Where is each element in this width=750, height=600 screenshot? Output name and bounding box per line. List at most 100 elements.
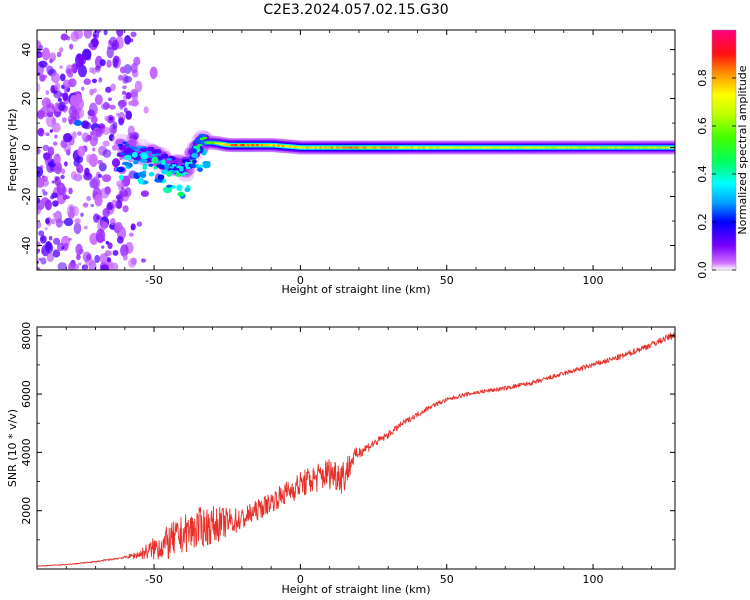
noise-blob: [42, 132, 46, 135]
noise-blob: [68, 78, 77, 88]
noise-blob: [105, 86, 112, 93]
noise-blob: [101, 126, 111, 135]
noise-blob: [47, 146, 55, 156]
noise-blob: [75, 243, 83, 256]
noise-blob: [52, 212, 56, 218]
noise-blob: [45, 90, 50, 96]
noise-blob: [76, 163, 84, 174]
noise-blob: [103, 30, 108, 36]
noise-blob: [128, 232, 134, 237]
noise-blob: [42, 152, 51, 160]
noise-blob: [71, 131, 77, 139]
y-tick-label: 2000: [20, 497, 33, 525]
noise-blob: [53, 141, 58, 146]
noise-blob: [92, 30, 100, 40]
noise-blob: [102, 101, 110, 111]
transition-blob: [137, 171, 145, 177]
noise-blob: [114, 221, 123, 232]
spectrogram-y-axis-label: Frequency (Hz): [6, 109, 19, 192]
noise-blob: [116, 30, 124, 37]
noise-blob: [116, 112, 120, 117]
x-tick-label: -50: [145, 573, 163, 586]
noise-blob: [42, 144, 50, 152]
noise-blob: [52, 237, 61, 245]
noise-blob: [69, 94, 79, 108]
noise-blob: [149, 66, 158, 79]
noise-blob: [37, 267, 41, 270]
transition-blob: [116, 166, 125, 173]
noise-blob: [41, 244, 50, 257]
noise-blob: [87, 115, 92, 120]
noise-blob: [92, 88, 97, 94]
noise-blob: [62, 92, 69, 101]
noise-blob: [70, 171, 78, 180]
noise-blob: [91, 238, 97, 246]
noise-blob: [61, 168, 66, 175]
noise-blob: [119, 100, 128, 108]
noise-blob: [57, 262, 67, 270]
noise-blob: [119, 66, 127, 74]
transition-blob: [148, 171, 155, 177]
snr-plot-area: [37, 327, 675, 569]
noise-blob: [99, 253, 109, 264]
transition-blob: [191, 152, 199, 159]
y-tick-label: -40: [20, 237, 33, 255]
transition-blob: [137, 177, 144, 184]
x-tick-label: 0: [297, 274, 304, 287]
spectral-ridge: [111, 130, 675, 199]
noise-blob: [130, 62, 138, 74]
noise-blob: [136, 221, 143, 227]
transition-blob: [164, 163, 169, 171]
colorbar-tick-label: 0.6: [696, 117, 709, 135]
transition-blob: [124, 154, 132, 161]
noise-blob: [83, 121, 92, 130]
noise-blob: [106, 59, 112, 68]
transition-blob: [133, 160, 139, 165]
noise-blob: [83, 265, 88, 270]
snr-x-axis-label: Height of straight line (km): [281, 583, 430, 596]
noise-blob: [117, 195, 124, 203]
transition-blob: [179, 167, 184, 172]
noise-blob: [107, 97, 113, 101]
noise-blob: [118, 117, 125, 126]
x-tick-label: 100: [583, 274, 604, 287]
noise-blob: [45, 114, 56, 128]
x-tick-label: 100: [583, 573, 604, 586]
noise-blob: [97, 160, 103, 165]
noise-blob: [56, 182, 66, 196]
colorbar-tick-label: 0.8: [696, 69, 709, 87]
colorbar-gradient: [712, 30, 736, 270]
noise-blob: [130, 88, 139, 98]
noise-blob: [52, 249, 61, 258]
colorbar-ticks: 0.0 0.2 0.4 0.6 0.8: [696, 69, 736, 279]
noise-blob: [108, 134, 115, 142]
spectrogram-y-ticks: -40 -20 0 20 40: [20, 43, 675, 271]
noise-blob: [53, 90, 62, 99]
noise-blob: [68, 262, 76, 270]
transition-blob: [166, 184, 173, 188]
noise-blob: [37, 221, 42, 229]
x-tick-label: 0: [297, 573, 304, 586]
spectrogram-panel: -50 0 50 100 -40 -20 0 20 40 Height of straight…: [6, 29, 676, 296]
noise-blob: [37, 127, 45, 137]
y-tick-label: 0: [20, 144, 33, 151]
transition-blob: [162, 186, 172, 194]
y-tick-label: 6000: [20, 380, 33, 408]
noise-blob: [57, 97, 62, 102]
transition-blob: [175, 172, 182, 177]
noise-blob: [54, 175, 59, 182]
noise-blob: [45, 64, 50, 71]
noise-blob: [70, 31, 80, 42]
noise-blob: [91, 78, 97, 84]
noise-blob: [56, 51, 62, 58]
noise-blob: [68, 237, 72, 241]
noise-blob: [143, 106, 149, 114]
transition-blob: [159, 175, 165, 180]
y-tick-label: 4000: [20, 438, 33, 466]
noise-blob: [83, 30, 93, 39]
noise-blob: [86, 253, 92, 260]
noise-blob: [120, 244, 129, 257]
noise-blob: [100, 187, 110, 199]
noise-blob: [52, 200, 59, 207]
noise-blob: [54, 210, 63, 223]
